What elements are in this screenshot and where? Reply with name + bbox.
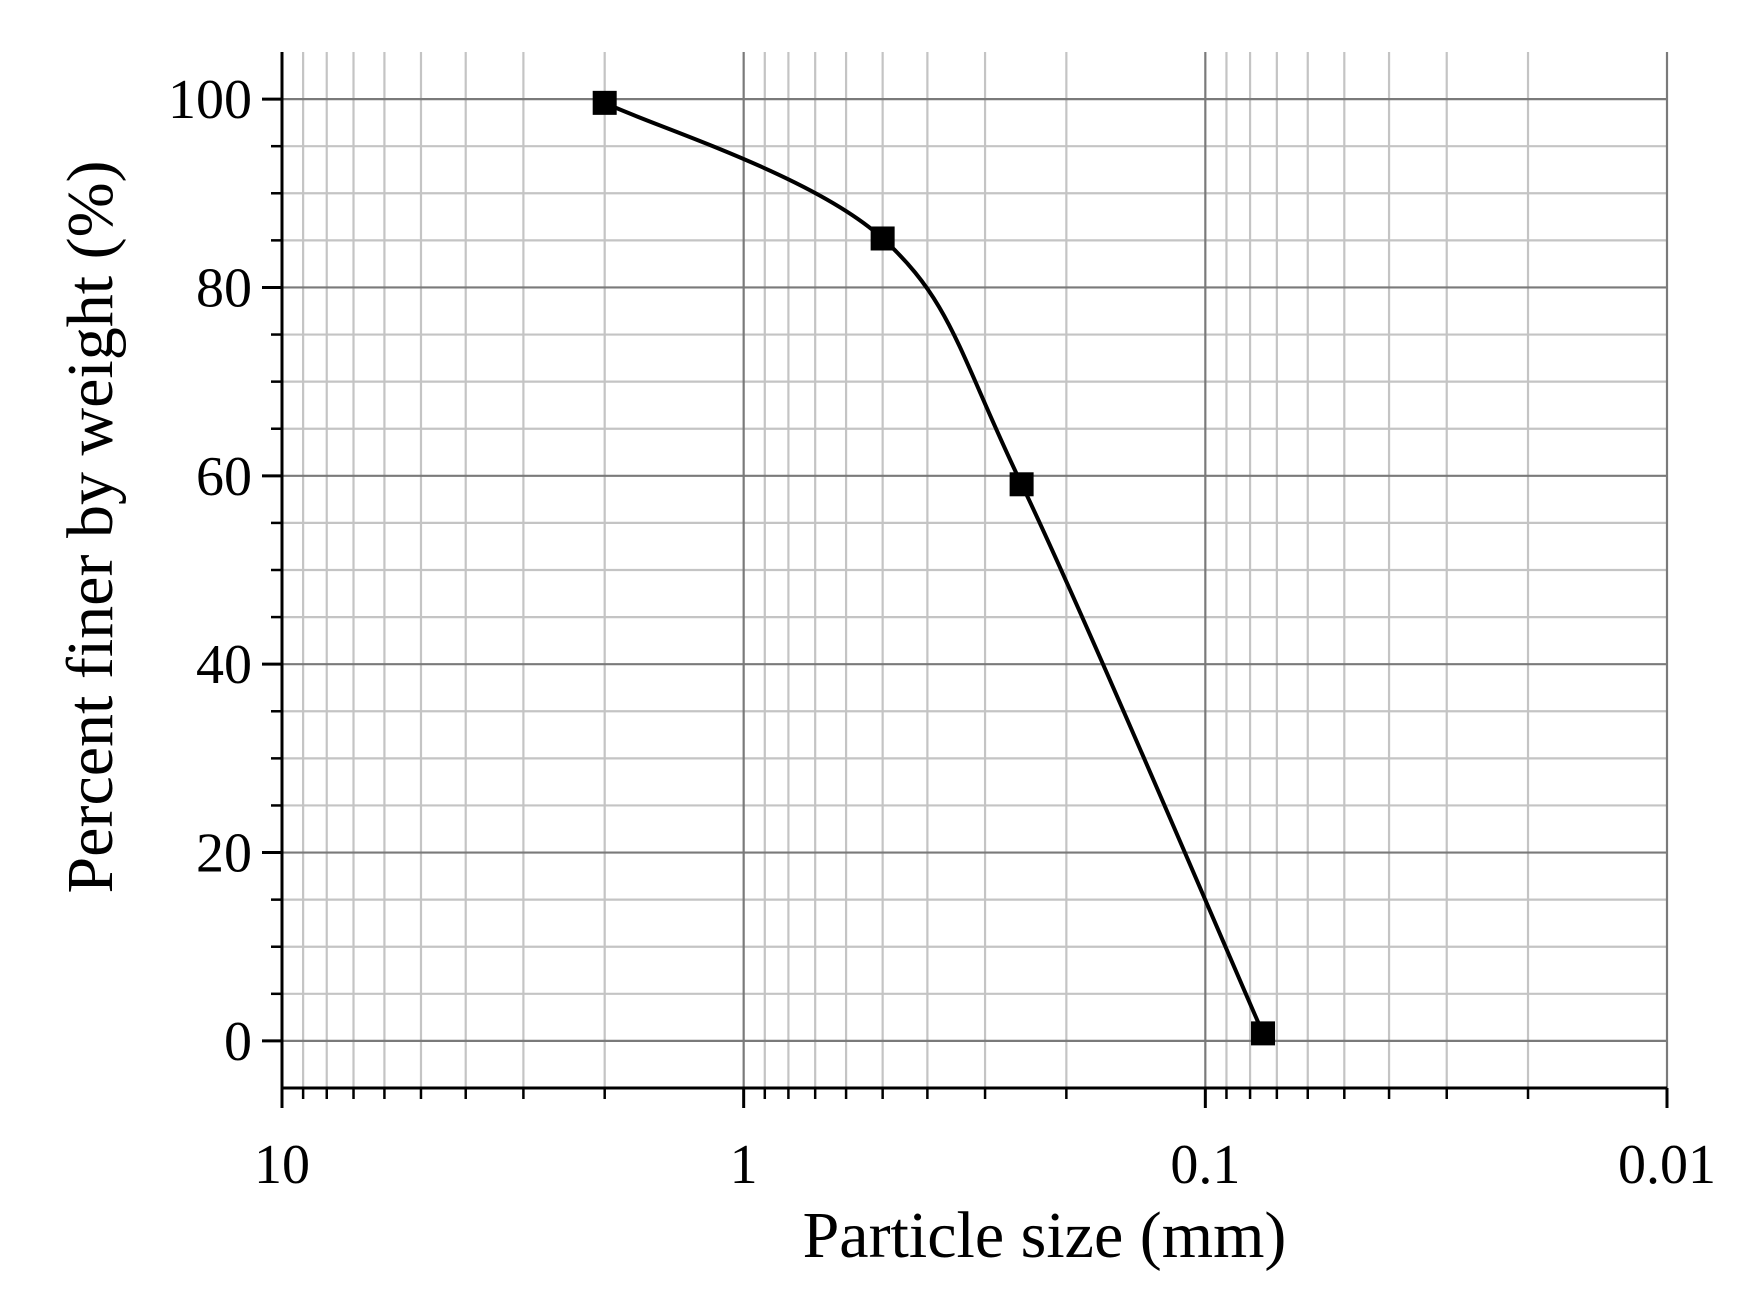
y-tick-label: 20	[196, 823, 252, 885]
data-point	[1251, 1021, 1276, 1046]
y-tick-label: 0	[224, 1011, 252, 1073]
minor-gridlines	[282, 52, 1667, 1088]
major-gridlines	[280, 52, 1669, 1088]
y-axis-label: Percent finer by weight (%)	[54, 160, 127, 893]
x-tick-label: 0.01	[1618, 1134, 1716, 1196]
x-axis-label: Particle size (mm)	[803, 1199, 1287, 1272]
axis-ticks	[262, 97, 1669, 1108]
y-tick-label: 80	[196, 257, 252, 319]
y-tick-label: 100	[168, 69, 252, 131]
y-tick-label: 60	[196, 446, 252, 508]
x-tick-label: 10	[254, 1134, 310, 1196]
data-point	[870, 226, 895, 251]
data-point	[592, 90, 617, 115]
series-line	[603, 101, 1265, 1035]
x-tick-label: 0.1	[1170, 1134, 1240, 1196]
data-point	[1009, 472, 1034, 497]
y-tick-label: 40	[196, 634, 252, 696]
x-tick-label: 1	[730, 1134, 758, 1196]
y-tick-labels: 0 20 40 60 80 100	[168, 69, 252, 1073]
series	[592, 90, 1276, 1046]
x-tick-labels: 10 1 0.1 0.01	[254, 1134, 1716, 1196]
